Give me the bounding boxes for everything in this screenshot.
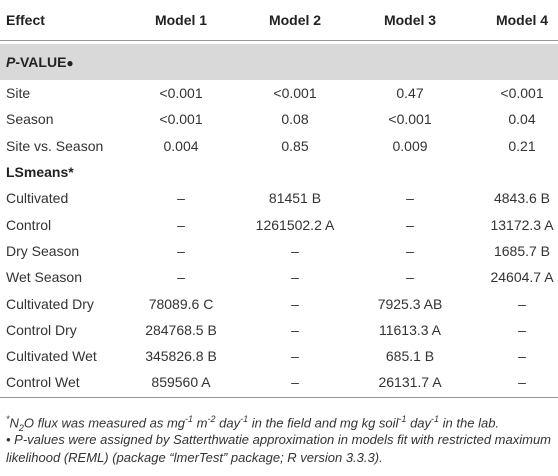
table-cell: – xyxy=(177,216,185,233)
footnote-text: • xyxy=(6,432,15,447)
bottom-rule xyxy=(0,396,558,398)
table-cell: – xyxy=(291,269,299,286)
table-cell: – xyxy=(291,374,299,391)
table-cell: – xyxy=(177,269,185,286)
table-cell: <0.001 xyxy=(159,111,203,128)
footnote-text: -1 xyxy=(240,414,249,424)
table-cell: 0.004 xyxy=(163,137,199,154)
section-title-part: -VALUE xyxy=(15,54,67,70)
table-cell: 13172.3 A xyxy=(490,216,554,233)
table-cell: 0.47 xyxy=(396,85,424,102)
table-cell: 26131.7 A xyxy=(378,374,442,391)
table-cell: 284768.5 B xyxy=(145,321,217,338)
section-title: LSmeans* xyxy=(6,164,74,180)
table-cell: 1685.7 B xyxy=(493,242,551,259)
row-label: Control Wet xyxy=(6,374,80,391)
header-cell: Model 2 xyxy=(268,12,322,28)
header-cell: Model 4 xyxy=(495,12,549,28)
row-label: Control Dry xyxy=(6,321,77,338)
row-label: Site vs. Season xyxy=(6,137,104,154)
row-label: Cultivated Dry xyxy=(6,295,94,312)
table-cell: 11613.3 A xyxy=(378,321,442,338)
table-cell: – xyxy=(291,321,299,338)
table-cell: 0.08 xyxy=(281,111,309,128)
row-label: Season xyxy=(6,111,54,128)
footnote-text: m xyxy=(193,415,208,431)
table-cell: – xyxy=(518,374,526,391)
section-title-part: LSmeans* xyxy=(6,164,74,181)
row-label: Wet Season xyxy=(6,269,83,286)
table-cell: <0.001 xyxy=(159,85,203,102)
table-cell: 4843.6 B xyxy=(493,190,551,207)
table-cell: – xyxy=(177,242,185,259)
table-cell: – xyxy=(406,242,414,259)
header-cell: Model 3 xyxy=(383,12,437,28)
table-cell: 859560 A xyxy=(151,374,211,391)
table-cell: – xyxy=(518,295,526,312)
table-cell: <0.001 xyxy=(500,85,544,102)
table-cell: – xyxy=(518,348,526,365)
footnote-text: * xyxy=(6,414,10,424)
table-cell: – xyxy=(291,242,299,259)
table-cell: – xyxy=(518,321,526,338)
table-cell: 7925.3 AB xyxy=(377,295,443,312)
header-cell: Effect xyxy=(6,12,45,28)
section-title: P-VALUE● xyxy=(6,54,74,70)
table-cell: – xyxy=(177,190,185,207)
header-cell: Model 1 xyxy=(154,12,208,28)
footnote-text: -1 xyxy=(185,414,194,424)
footnote: *N2O flux was measured as mg-1 m-2 day-1… xyxy=(6,410,554,437)
footnote: • P-values were assigned by Satterthwati… xyxy=(6,431,554,467)
table-cell: 0.21 xyxy=(508,137,536,154)
table-cell: 81451 B xyxy=(268,190,322,207)
footnote-text: day xyxy=(406,415,432,431)
footnote-text: 2 xyxy=(18,422,24,433)
table-cell: 78089.6 C xyxy=(148,295,214,312)
table-cell: 0.85 xyxy=(281,137,309,154)
footnote-text: day xyxy=(215,415,241,431)
table-cell: 0.009 xyxy=(392,137,428,154)
row-label: Cultivated xyxy=(6,190,69,207)
footnote-text: O flux was measured as mg xyxy=(23,415,186,431)
section-title-part: ● xyxy=(66,56,74,70)
footnote-text: -2 xyxy=(207,414,216,424)
section-band xyxy=(0,44,558,80)
footnote-text: -values were assigned by Satterthwatie a… xyxy=(6,432,552,465)
footnote-text: N xyxy=(9,415,19,431)
row-label: Control xyxy=(6,216,52,233)
table-cell: <0.001 xyxy=(273,85,317,102)
table-cell: 24604.7 A xyxy=(490,269,554,286)
table-cell: – xyxy=(406,190,414,207)
table-cell: – xyxy=(291,348,299,365)
table-cell: 345826.8 B xyxy=(145,348,217,365)
table-cell: – xyxy=(406,216,414,233)
footnote-text: P xyxy=(14,432,23,447)
table-cell: 685.1 B xyxy=(385,348,435,365)
table-cell: – xyxy=(291,295,299,312)
table-cell: 0.04 xyxy=(508,111,536,128)
footnote-text: in the field and mg kg soil xyxy=(248,415,399,431)
row-label: Site xyxy=(6,85,31,102)
table-cell: – xyxy=(406,269,414,286)
footnote-text: -1 xyxy=(398,414,407,424)
table-cell: <0.001 xyxy=(388,111,432,128)
row-label: Cultivated Wet xyxy=(6,348,97,365)
header-rule xyxy=(0,40,558,41)
table-cell: 1261502.2 A xyxy=(255,216,335,233)
section-title-part: P xyxy=(6,54,16,70)
footnote-text: in the lab. xyxy=(439,415,500,431)
row-label: Dry Season xyxy=(6,242,80,259)
footnote-text: -1 xyxy=(431,414,440,424)
